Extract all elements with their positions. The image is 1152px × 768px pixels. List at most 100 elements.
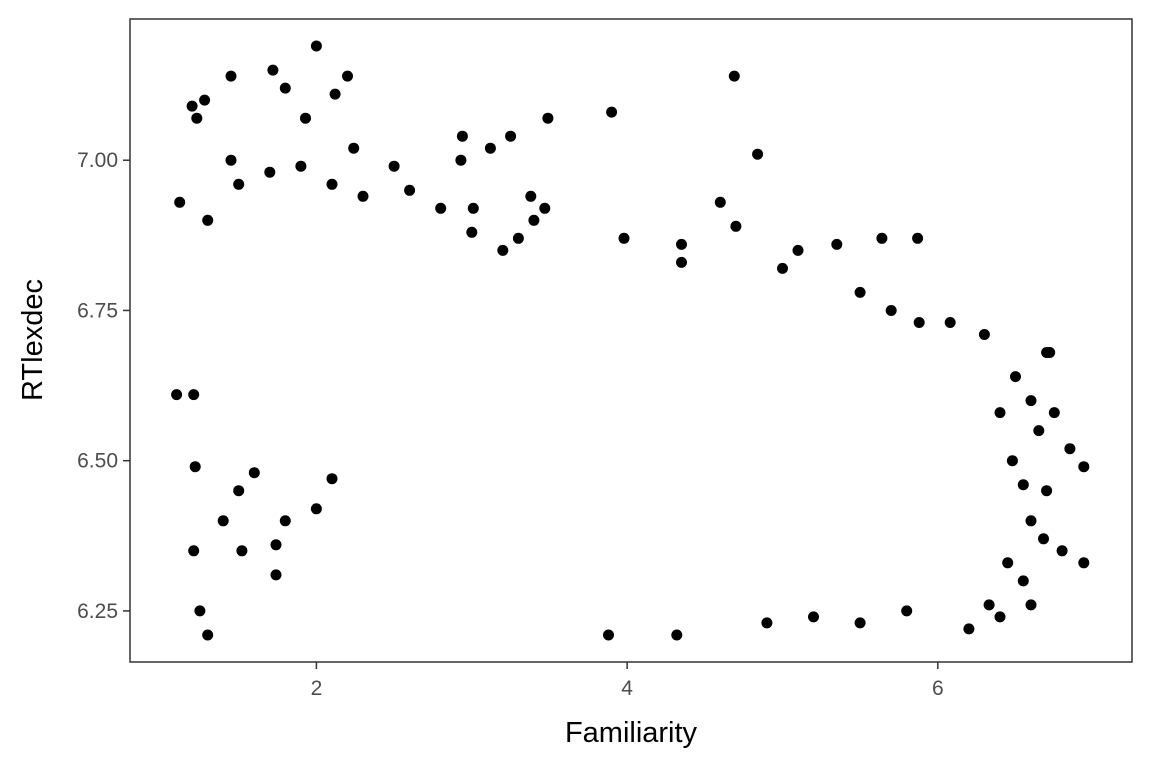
data-point bbox=[854, 286, 866, 298]
data-point bbox=[348, 142, 360, 154]
data-point bbox=[199, 94, 211, 106]
data-point bbox=[186, 100, 198, 112]
data-point bbox=[310, 40, 322, 52]
data-point bbox=[978, 329, 990, 340]
data-point bbox=[525, 190, 537, 202]
data-point bbox=[225, 70, 237, 82]
data-point bbox=[326, 473, 338, 485]
data-point bbox=[202, 214, 214, 226]
data-point bbox=[730, 220, 742, 232]
data-point bbox=[225, 154, 237, 166]
data-point bbox=[913, 317, 925, 328]
data-point bbox=[233, 178, 245, 190]
data-point bbox=[300, 112, 311, 124]
data-point bbox=[1078, 461, 1090, 473]
data-point bbox=[435, 202, 447, 214]
data-point bbox=[994, 407, 1006, 419]
data-point bbox=[1017, 479, 1029, 491]
data-point bbox=[854, 617, 866, 629]
data-point bbox=[983, 599, 995, 611]
data-point bbox=[295, 160, 307, 172]
x-tick-label: 6 bbox=[932, 677, 944, 700]
data-point bbox=[188, 389, 200, 401]
data-point bbox=[404, 184, 416, 196]
data-point bbox=[1006, 455, 1018, 467]
data-point bbox=[618, 232, 630, 244]
data-point bbox=[1078, 557, 1090, 569]
data-point bbox=[963, 623, 975, 635]
data-point bbox=[994, 611, 1006, 623]
data-point bbox=[528, 214, 540, 226]
data-point bbox=[267, 64, 279, 76]
x-axis-title: Familiarity bbox=[565, 717, 698, 749]
data-point bbox=[676, 256, 687, 268]
data-point bbox=[310, 503, 322, 515]
data-point bbox=[357, 190, 369, 202]
data-point bbox=[542, 112, 554, 124]
data-point bbox=[603, 629, 614, 641]
y-tick-label: 7.00 bbox=[77, 149, 118, 172]
x-axis: 2 4 6 bbox=[311, 662, 944, 700]
data-point bbox=[484, 142, 496, 154]
y-tick-label: 6.50 bbox=[77, 450, 118, 473]
data-point bbox=[1064, 443, 1076, 455]
data-point bbox=[194, 605, 206, 617]
data-point bbox=[466, 226, 478, 238]
data-point bbox=[388, 160, 400, 172]
y-tick-label: 6.25 bbox=[77, 600, 118, 623]
data-point bbox=[901, 605, 913, 617]
data-point bbox=[1033, 425, 1045, 437]
data-point bbox=[233, 485, 245, 497]
data-point bbox=[1041, 485, 1053, 497]
data-point bbox=[264, 166, 276, 178]
x-tick-label: 2 bbox=[311, 677, 323, 700]
data-point bbox=[831, 238, 843, 250]
data-point bbox=[876, 232, 888, 244]
data-point bbox=[777, 262, 788, 274]
data-point bbox=[189, 461, 201, 473]
data-point bbox=[270, 569, 282, 581]
data-point bbox=[505, 130, 517, 142]
data-point bbox=[326, 178, 338, 190]
y-axis: 6.25 6.50 6.75 7.00 bbox=[77, 149, 130, 623]
data-point bbox=[329, 88, 341, 100]
data-point bbox=[1044, 347, 1056, 358]
data-point bbox=[714, 196, 726, 208]
data-point bbox=[1017, 575, 1029, 587]
data-point bbox=[512, 232, 524, 244]
data-point bbox=[944, 317, 956, 328]
data-point bbox=[342, 70, 353, 82]
data-point bbox=[188, 545, 200, 557]
data-point bbox=[171, 389, 183, 401]
data-point bbox=[248, 467, 260, 479]
data-point bbox=[279, 515, 291, 527]
data-point bbox=[752, 148, 764, 160]
data-point bbox=[728, 70, 740, 82]
data-point bbox=[270, 539, 282, 551]
data-point bbox=[1002, 557, 1014, 569]
data-point bbox=[671, 629, 683, 641]
data-point bbox=[606, 106, 618, 118]
data-point bbox=[497, 244, 509, 256]
data-point bbox=[539, 202, 551, 214]
points-layer bbox=[171, 40, 1090, 641]
data-point bbox=[676, 238, 687, 250]
x-tick-label: 4 bbox=[621, 677, 633, 700]
data-point bbox=[885, 305, 897, 316]
data-point bbox=[1048, 407, 1060, 419]
data-point bbox=[792, 244, 804, 256]
data-point bbox=[191, 112, 203, 124]
data-point bbox=[808, 611, 819, 623]
data-point bbox=[1025, 395, 1037, 407]
y-tick-label: 6.75 bbox=[77, 299, 118, 322]
data-point bbox=[174, 196, 186, 208]
data-point bbox=[456, 130, 468, 142]
data-point bbox=[1025, 515, 1037, 527]
data-point bbox=[202, 629, 214, 641]
plot-panel-border bbox=[129, 18, 1133, 663]
data-point bbox=[455, 154, 467, 166]
data-point bbox=[761, 617, 773, 629]
data-point bbox=[1010, 371, 1021, 383]
